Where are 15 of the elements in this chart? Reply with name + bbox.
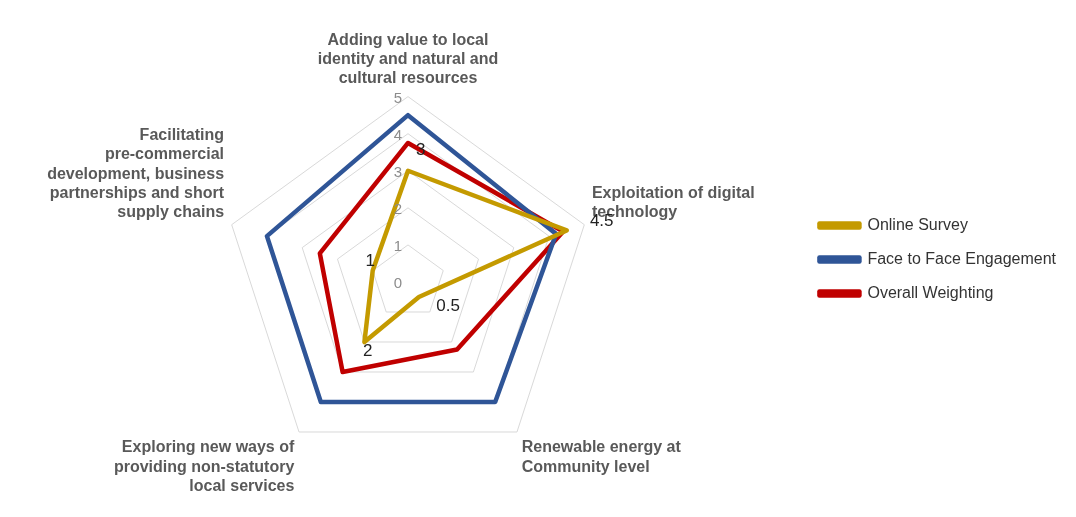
data-label: 2 bbox=[363, 340, 373, 360]
spoke-label: Facilitating pre-commercial development, business partnerships and short supply chains bbox=[47, 126, 225, 221]
y-tick-label: 1 bbox=[393, 237, 402, 255]
y-tick-label: 5 bbox=[393, 88, 402, 106]
spoke-label: Exploring new ways of providing non-statutory local services bbox=[113, 438, 295, 494]
data-label: 1 bbox=[365, 251, 375, 271]
spoke-label: Renewable energy at Community level bbox=[521, 438, 682, 475]
legend-label: Overall Weighting bbox=[867, 283, 994, 301]
data-label: 0.5 bbox=[436, 295, 460, 315]
y-tick-label: 4 bbox=[393, 125, 402, 143]
legend-label: Online Survey bbox=[867, 215, 968, 233]
y-tick-label: 0 bbox=[393, 274, 402, 292]
legend-label: Face to Face Engagement bbox=[867, 249, 1057, 267]
spoke-label: Adding value to local identity and natural and cultural resources bbox=[317, 31, 499, 87]
y-tick-label: 3 bbox=[393, 162, 402, 180]
